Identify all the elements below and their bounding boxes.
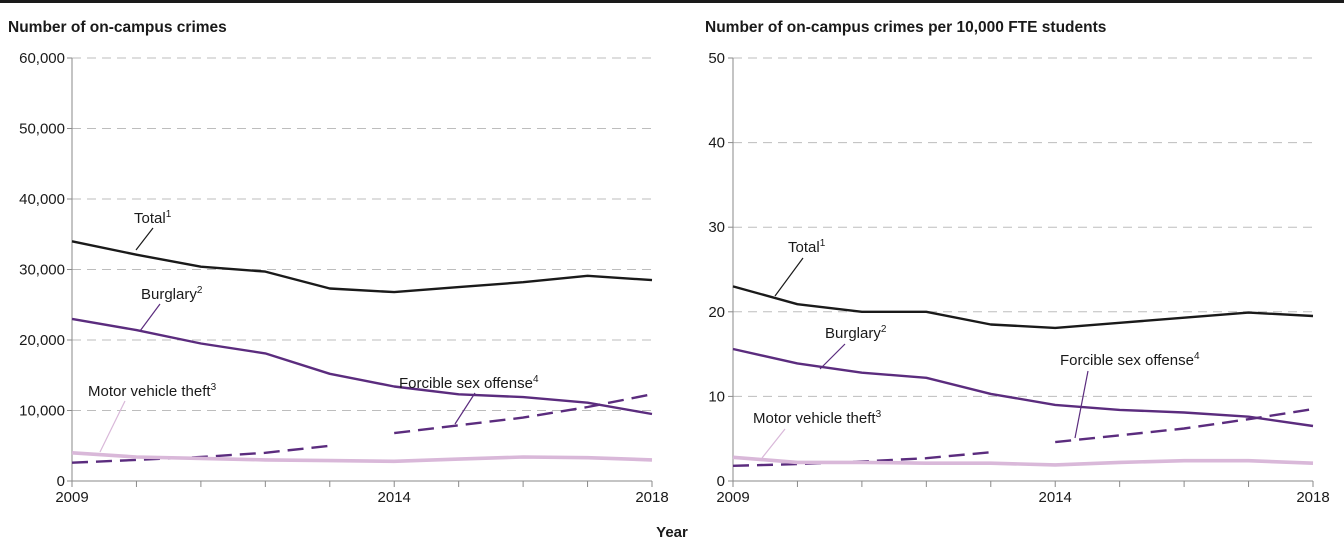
- right-chart-title: Number of on-campus crimes per 10,000 FT…: [705, 19, 1107, 36]
- left-leader-total: [135, 227, 154, 251]
- right-leader-total: [774, 257, 804, 297]
- right-y-tick-label: 50: [708, 50, 725, 67]
- left-y-tick-label: 30,000: [19, 262, 65, 279]
- right-label-burglary: Burglary2: [825, 324, 887, 342]
- left-leader-sex-offense-b: [454, 392, 476, 425]
- right-x-tick-label: 2014: [1039, 489, 1072, 506]
- right-y-tick-label: 10: [708, 388, 725, 405]
- right-series-total: [732, 285, 1314, 330]
- x-axis-title: Year: [656, 524, 688, 541]
- left-y-tick-label: 60,000: [19, 50, 65, 67]
- left-label-total: Total1: [134, 209, 172, 227]
- right-x-tick-label: 2018: [1296, 489, 1329, 506]
- right-y-tick-label: 20: [708, 304, 725, 321]
- right-leader-burglary: [819, 343, 846, 370]
- right-series-sex-offense-b: [1055, 407, 1314, 444]
- left-x-tick-label: 2018: [635, 489, 668, 506]
- right-y-tick-label: 0: [717, 473, 725, 490]
- right-leader-sex-offense-b: [1074, 370, 1089, 439]
- top-rule: [0, 0, 1344, 3]
- right-series-burglary: [732, 347, 1314, 428]
- left-chart-title: Number of on-campus crimes: [8, 19, 227, 36]
- right-label-total: Total1: [788, 238, 826, 256]
- right-label-motor-vehicle: Motor vehicle theft3: [753, 409, 882, 427]
- left-series-sex-offense-b: [394, 393, 653, 435]
- right-label-sex-offense-b: Forcible sex offense4: [1060, 351, 1200, 369]
- left-series-motor-vehicle: [71, 451, 653, 464]
- left-y-tick-label: 50,000: [19, 121, 65, 138]
- left-label-sex-offense-b: Forcible sex offense4: [399, 374, 539, 392]
- left-label-burglary: Burglary2: [141, 285, 203, 303]
- left-leader-burglary: [139, 303, 161, 332]
- left-y-tick-label: 40,000: [19, 191, 65, 208]
- right-leader-motor-vehicle: [761, 428, 786, 459]
- left-leader-motor-vehicle: [99, 400, 126, 453]
- left-x-tick-label: 2014: [378, 489, 411, 506]
- left-series-total: [71, 240, 653, 294]
- left-y-tick-label: 0: [57, 473, 65, 490]
- right-x-tick-label: 2009: [716, 489, 749, 506]
- right-y-tick-label: 30: [708, 219, 725, 236]
- left-x-tick-label: 2009: [55, 489, 88, 506]
- left-series-burglary: [71, 317, 653, 416]
- left-y-tick-label: 20,000: [19, 332, 65, 349]
- left-label-motor-vehicle: Motor vehicle theft3: [88, 382, 217, 400]
- left-y-tick-label: 10,000: [19, 403, 65, 420]
- right-series-motor-vehicle: [732, 455, 1314, 467]
- right-y-tick-label: 40: [708, 135, 725, 152]
